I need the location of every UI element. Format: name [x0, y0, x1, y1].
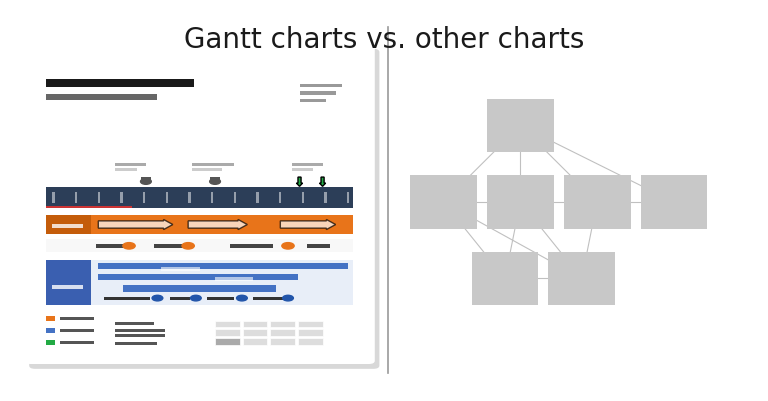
- Bar: [52, 192, 55, 204]
- Circle shape: [141, 179, 151, 185]
- Bar: [96, 244, 127, 248]
- FancyBboxPatch shape: [548, 252, 615, 305]
- Bar: [302, 192, 304, 204]
- Bar: [98, 192, 100, 204]
- Bar: [347, 192, 349, 204]
- Bar: [300, 92, 336, 95]
- Bar: [233, 192, 236, 204]
- Bar: [215, 321, 240, 327]
- Bar: [52, 286, 83, 290]
- Bar: [46, 207, 132, 209]
- Bar: [170, 297, 190, 300]
- Bar: [215, 330, 240, 336]
- FancyArrow shape: [296, 178, 303, 187]
- FancyArrow shape: [280, 220, 336, 230]
- Bar: [257, 192, 259, 204]
- Circle shape: [123, 243, 135, 249]
- Bar: [46, 261, 353, 305]
- Bar: [143, 192, 145, 204]
- Bar: [46, 261, 91, 305]
- Bar: [307, 244, 330, 248]
- Bar: [104, 297, 150, 300]
- Circle shape: [282, 243, 294, 249]
- Bar: [243, 338, 267, 345]
- Bar: [270, 338, 295, 345]
- Circle shape: [182, 243, 194, 249]
- Bar: [192, 169, 221, 172]
- Bar: [46, 95, 157, 100]
- Bar: [46, 240, 353, 253]
- Bar: [243, 330, 267, 336]
- Circle shape: [210, 179, 220, 185]
- Bar: [46, 215, 91, 235]
- Bar: [46, 188, 353, 209]
- Bar: [115, 334, 165, 338]
- FancyBboxPatch shape: [29, 50, 379, 369]
- Bar: [46, 80, 194, 88]
- FancyBboxPatch shape: [487, 100, 554, 153]
- Bar: [60, 341, 94, 344]
- Bar: [115, 163, 146, 166]
- Bar: [210, 177, 220, 180]
- Circle shape: [283, 296, 293, 301]
- FancyBboxPatch shape: [487, 176, 554, 229]
- FancyArrow shape: [319, 178, 326, 187]
- Bar: [98, 263, 348, 269]
- Bar: [298, 321, 323, 327]
- FancyArrow shape: [188, 220, 247, 230]
- Bar: [207, 297, 234, 300]
- Bar: [279, 192, 281, 204]
- Bar: [215, 277, 253, 282]
- Bar: [292, 163, 323, 166]
- Bar: [75, 192, 78, 204]
- FancyArrow shape: [98, 220, 173, 230]
- Bar: [115, 342, 157, 345]
- Bar: [98, 274, 298, 281]
- Bar: [115, 322, 154, 326]
- Bar: [46, 328, 55, 333]
- FancyBboxPatch shape: [641, 176, 707, 229]
- FancyBboxPatch shape: [410, 176, 477, 229]
- Bar: [292, 169, 313, 172]
- FancyBboxPatch shape: [25, 45, 375, 364]
- Bar: [46, 316, 55, 321]
- Bar: [123, 286, 276, 292]
- Bar: [60, 329, 94, 332]
- FancyBboxPatch shape: [472, 252, 538, 305]
- Bar: [121, 192, 123, 204]
- Bar: [253, 297, 283, 300]
- Bar: [270, 321, 295, 327]
- FancyBboxPatch shape: [564, 176, 631, 229]
- Bar: [188, 192, 190, 204]
- Circle shape: [190, 296, 201, 301]
- Bar: [192, 163, 234, 166]
- Bar: [211, 192, 214, 204]
- Bar: [270, 330, 295, 336]
- Bar: [166, 192, 168, 204]
- Bar: [141, 177, 151, 180]
- Bar: [243, 321, 267, 327]
- Bar: [300, 99, 326, 103]
- Bar: [60, 317, 94, 320]
- Bar: [324, 192, 326, 204]
- Circle shape: [237, 296, 247, 301]
- Bar: [161, 267, 200, 271]
- Bar: [115, 169, 137, 172]
- Bar: [300, 85, 342, 88]
- Bar: [298, 338, 323, 345]
- Text: Gantt charts vs. other charts: Gantt charts vs. other charts: [184, 26, 584, 54]
- Bar: [215, 338, 240, 345]
- Bar: [52, 225, 83, 229]
- Circle shape: [152, 296, 163, 301]
- Bar: [154, 244, 184, 248]
- Bar: [46, 215, 353, 235]
- Bar: [230, 244, 273, 248]
- Bar: [298, 330, 323, 336]
- Bar: [46, 340, 55, 345]
- Bar: [115, 329, 165, 332]
